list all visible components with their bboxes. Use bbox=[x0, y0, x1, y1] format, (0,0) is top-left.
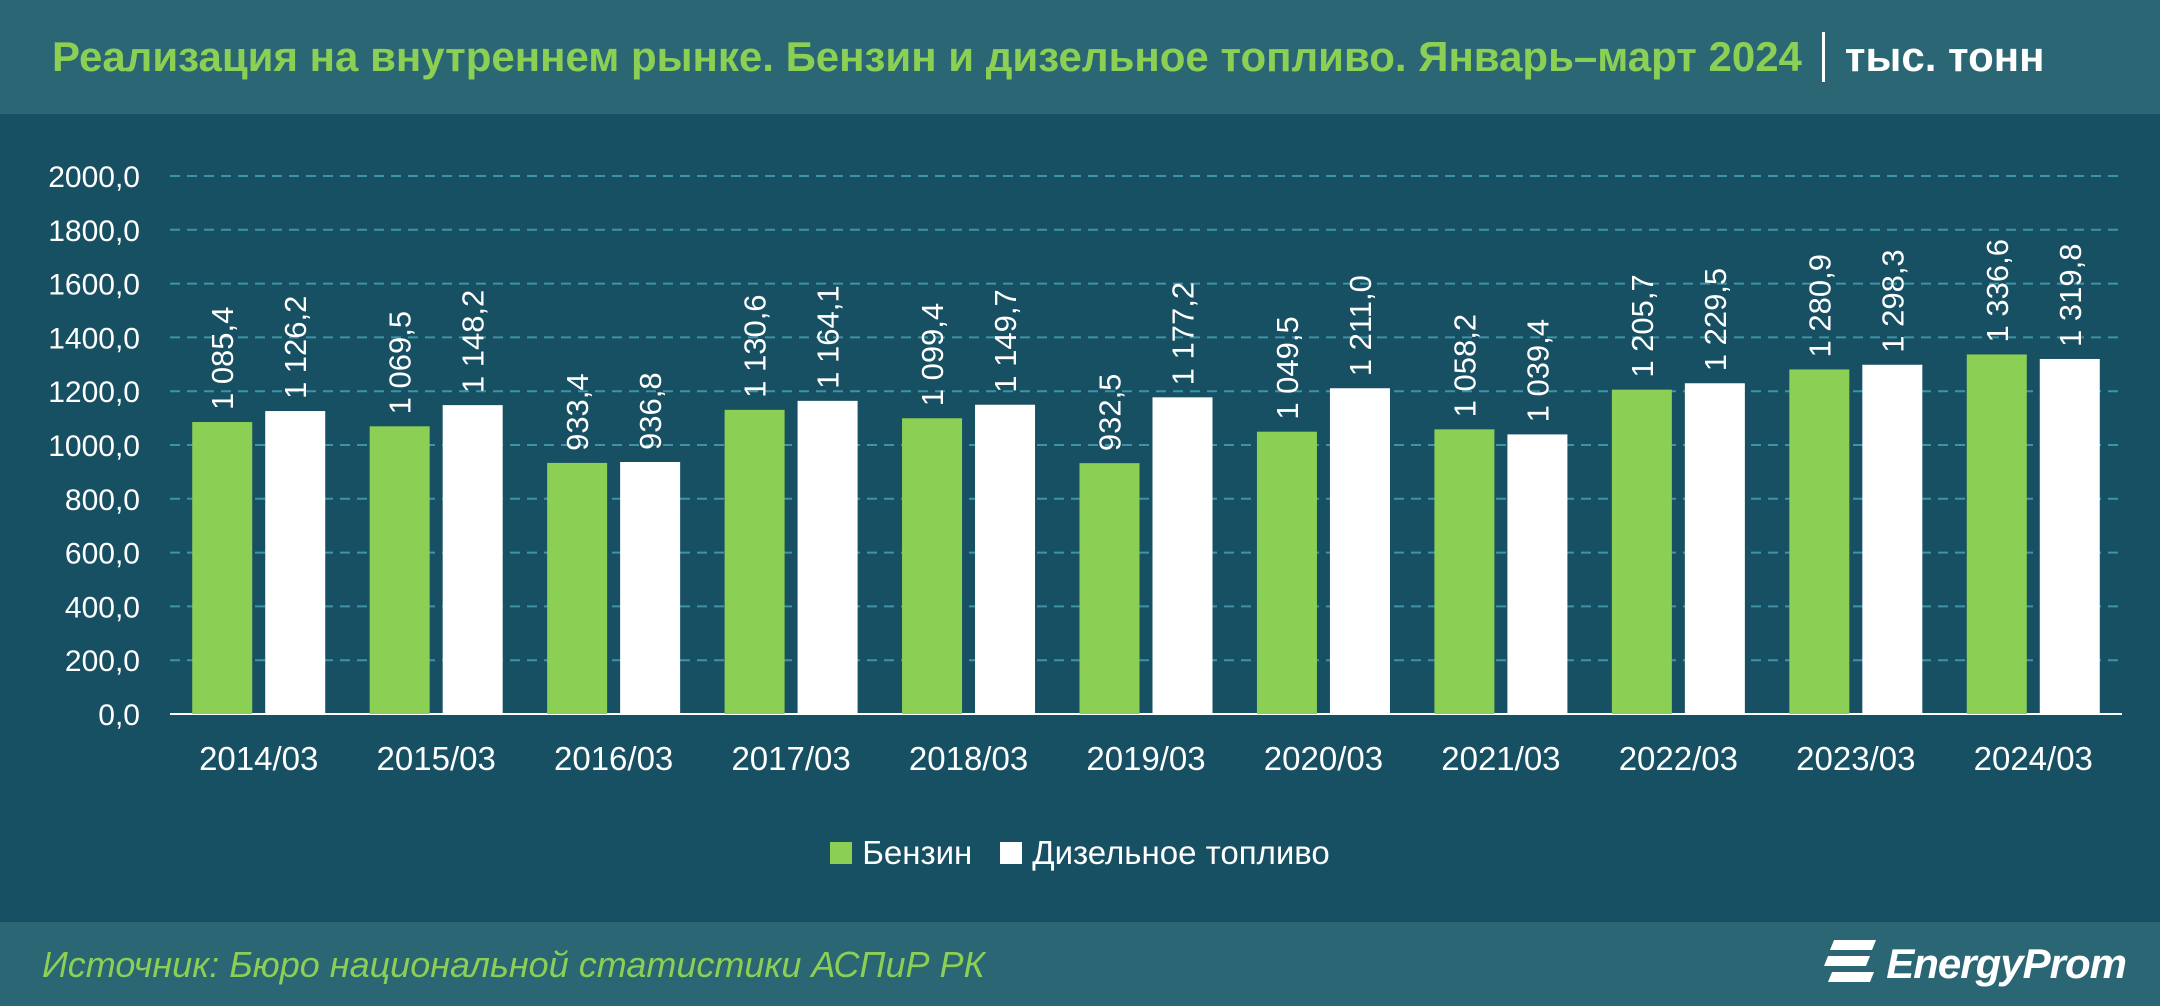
y-tick-label: 400,0 bbox=[65, 591, 140, 624]
y-tick-label: 200,0 bbox=[65, 645, 140, 678]
legend-item-diesel: Дизельное топливо bbox=[1000, 834, 1330, 872]
data-label: 933,4 bbox=[560, 373, 595, 451]
x-tick-label: 2017/03 bbox=[731, 740, 850, 777]
chart-header: Реализация на внутреннем рынке. Бензин и… bbox=[0, 0, 2160, 114]
y-tick-label: 1200,0 bbox=[48, 376, 140, 409]
legend-item-benzin: Бензин bbox=[830, 834, 972, 872]
bar-benzin bbox=[1256, 431, 1317, 714]
data-label: 1 148,2 bbox=[456, 290, 491, 393]
x-tick-label: 2020/03 bbox=[1264, 740, 1383, 777]
data-label: 1 049,5 bbox=[1270, 316, 1305, 419]
chart-unit: тыс. тонн bbox=[1844, 33, 2045, 80]
y-tick-label: 0,0 bbox=[98, 699, 140, 732]
data-label: 1 229,5 bbox=[1698, 268, 1733, 371]
logo-text: EnergyProm bbox=[1886, 940, 2127, 987]
chart-legend: Бензин Дизельное топливо bbox=[0, 834, 2160, 872]
data-label: 1 149,7 bbox=[988, 289, 1023, 392]
x-tick-label: 2014/03 bbox=[199, 740, 318, 777]
data-label: 1 039,4 bbox=[1520, 319, 1555, 422]
bar-diesel bbox=[797, 400, 858, 714]
y-tick-label: 800,0 bbox=[65, 484, 140, 517]
bar-diesel bbox=[1862, 364, 1923, 714]
data-label: 1 205,7 bbox=[1625, 274, 1660, 377]
x-tick-label: 2019/03 bbox=[1086, 740, 1205, 777]
legend-label-diesel: Дизельное топливо bbox=[1032, 834, 1330, 871]
y-tick-label: 2000,0 bbox=[48, 161, 140, 194]
legend-swatch-benzin bbox=[830, 842, 853, 864]
x-tick-label: 2018/03 bbox=[909, 740, 1028, 777]
y-tick-label: 1400,0 bbox=[48, 322, 140, 355]
chart-title: Реализация на внутреннем рынке. Бензин и… bbox=[52, 33, 1802, 80]
y-tick-label: 1800,0 bbox=[48, 215, 140, 248]
data-label: 1 085,4 bbox=[205, 307, 240, 410]
y-tick-label: 1000,0 bbox=[48, 430, 140, 463]
data-label: 1 177,2 bbox=[1166, 282, 1201, 385]
bar-diesel bbox=[442, 405, 503, 714]
legend-label-benzin: Бензин bbox=[862, 834, 973, 871]
y-tick-label: 600,0 bbox=[65, 538, 140, 571]
bar-benzin bbox=[1789, 369, 1850, 714]
bar-benzin bbox=[192, 422, 253, 714]
data-label: 1 280,9 bbox=[1802, 254, 1837, 357]
data-label: 1 069,5 bbox=[383, 311, 418, 414]
data-label: 1 164,1 bbox=[811, 285, 846, 388]
bar-benzin bbox=[724, 409, 785, 714]
data-label: 1 211,0 bbox=[1343, 275, 1378, 376]
bar-benzin bbox=[1966, 354, 2027, 714]
data-label: 1 336,6 bbox=[1980, 239, 2015, 342]
x-tick-label: 2023/03 bbox=[1796, 740, 1915, 777]
bar-chart: 0,0 200,0 400,0 600,0 800,0 1000,0 1200,0 1400,… bbox=[48, 161, 2122, 777]
legend-swatch-diesel bbox=[1000, 842, 1023, 864]
data-label: 1 058,2 bbox=[1447, 314, 1482, 417]
bar-diesel bbox=[975, 404, 1036, 714]
data-label: 1 126,2 bbox=[278, 296, 313, 399]
data-label: 932,5 bbox=[1093, 374, 1128, 452]
bar-diesel bbox=[1684, 383, 1745, 714]
bar-benzin bbox=[902, 418, 963, 714]
title-divider bbox=[1821, 32, 1825, 82]
bar-diesel bbox=[1329, 388, 1390, 714]
data-label: 936,8 bbox=[633, 372, 668, 450]
x-tick-label: 2015/03 bbox=[377, 740, 496, 777]
y-tick-label: 1600,0 bbox=[48, 269, 140, 302]
bar-benzin bbox=[1434, 429, 1495, 714]
bar-benzin bbox=[1079, 463, 1140, 714]
chart-footer: Источник: Бюро национальной статистики А… bbox=[0, 922, 2160, 1006]
x-tick-label: 2022/03 bbox=[1619, 740, 1738, 777]
bar-diesel bbox=[1507, 434, 1568, 714]
x-tick-label: 2024/03 bbox=[1974, 740, 2093, 777]
data-label: 1 319,8 bbox=[2053, 244, 2088, 347]
chart-area: 0,0 200,0 400,0 600,0 800,0 1000,0 1200,0 1400,… bbox=[0, 114, 2160, 922]
bar-diesel bbox=[2039, 358, 2100, 714]
bar-diesel bbox=[1152, 397, 1213, 714]
bar-diesel bbox=[620, 462, 681, 714]
x-tick-label: 2021/03 bbox=[1441, 740, 1560, 777]
data-label: 1 298,3 bbox=[1875, 249, 1910, 352]
x-tick-label: 2016/03 bbox=[554, 740, 673, 777]
brand-logo: EnergyProm bbox=[1820, 936, 2127, 992]
bar-diesel bbox=[265, 411, 326, 714]
bar-benzin bbox=[1611, 389, 1672, 714]
data-label: 1 099,4 bbox=[915, 303, 950, 406]
data-label: 1 130,6 bbox=[738, 294, 773, 397]
bar-benzin bbox=[369, 426, 430, 714]
source-note: Источник: Бюро национальной статистики А… bbox=[42, 944, 985, 985]
bar-benzin bbox=[547, 462, 608, 714]
energyprom-logo-icon bbox=[1824, 940, 1877, 982]
